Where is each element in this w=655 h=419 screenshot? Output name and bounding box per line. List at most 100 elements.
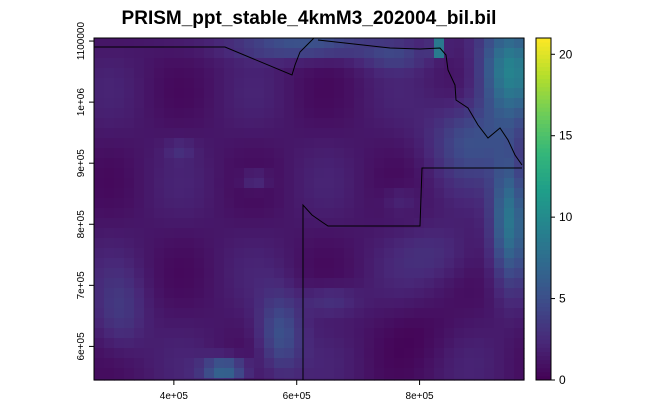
raster-cell bbox=[454, 278, 465, 289]
raster-cell bbox=[104, 378, 115, 381]
raster-cell bbox=[174, 78, 185, 89]
raster-cell bbox=[374, 308, 385, 319]
raster-cell bbox=[484, 218, 495, 229]
raster-cell bbox=[114, 138, 125, 149]
raster-cell bbox=[164, 158, 175, 169]
raster-cell bbox=[154, 188, 165, 199]
raster-cell bbox=[354, 208, 365, 219]
raster-cell bbox=[354, 228, 365, 239]
raster-cell bbox=[214, 358, 225, 369]
raster-cell bbox=[104, 358, 115, 369]
colorbar-segment bbox=[536, 103, 551, 108]
raster-cell bbox=[104, 328, 115, 339]
raster-cell bbox=[464, 318, 475, 329]
raster-cell bbox=[164, 278, 175, 289]
raster-cell bbox=[204, 268, 215, 279]
raster-cell bbox=[274, 368, 285, 379]
raster-cell bbox=[114, 198, 125, 209]
raster-cell bbox=[194, 268, 205, 279]
raster-cell bbox=[384, 328, 395, 339]
raster-cell bbox=[484, 378, 495, 381]
raster-cell bbox=[484, 38, 495, 49]
raster-cell bbox=[94, 108, 105, 119]
raster-cell bbox=[124, 238, 135, 249]
raster-cell bbox=[264, 378, 275, 381]
raster-cell bbox=[494, 128, 505, 139]
raster-cell bbox=[184, 178, 195, 189]
raster-cell bbox=[204, 48, 215, 59]
raster-cell bbox=[394, 88, 405, 99]
raster-cell bbox=[414, 128, 425, 139]
raster-cell bbox=[244, 278, 255, 289]
raster-cell bbox=[234, 358, 245, 369]
raster-cell bbox=[434, 378, 445, 381]
raster-cell bbox=[494, 268, 505, 279]
colorbar-segment bbox=[536, 204, 551, 210]
raster-cell bbox=[374, 188, 385, 199]
raster-cell bbox=[304, 278, 315, 289]
raster-cell bbox=[244, 338, 255, 349]
raster-cell bbox=[254, 338, 265, 349]
raster-cell bbox=[124, 148, 135, 159]
raster-cell bbox=[454, 318, 465, 329]
raster-cell bbox=[264, 188, 275, 199]
raster-cell bbox=[164, 228, 175, 239]
raster-cell bbox=[144, 158, 155, 169]
raster-cell bbox=[304, 98, 315, 109]
raster-cell bbox=[324, 358, 335, 369]
raster-cell bbox=[334, 318, 345, 329]
raster-cell bbox=[454, 228, 465, 239]
raster-cell bbox=[174, 208, 185, 219]
raster-cell bbox=[514, 258, 525, 269]
raster-cell bbox=[404, 148, 415, 159]
raster-cell bbox=[444, 248, 455, 259]
raster-cell bbox=[344, 268, 355, 279]
raster-cell bbox=[264, 308, 275, 319]
raster-cell bbox=[364, 128, 375, 139]
raster-cell bbox=[364, 278, 375, 289]
raster-cell bbox=[464, 38, 475, 49]
raster-cell bbox=[174, 68, 185, 79]
raster-cell bbox=[464, 198, 475, 209]
raster-cell bbox=[244, 88, 255, 99]
raster-cell bbox=[174, 248, 185, 259]
raster-cell bbox=[264, 38, 275, 49]
raster-cell bbox=[154, 258, 165, 269]
raster-cell bbox=[474, 38, 485, 49]
raster-cell bbox=[344, 238, 355, 249]
raster-cell bbox=[134, 68, 145, 79]
raster-cell bbox=[404, 68, 415, 79]
raster-cell bbox=[314, 158, 325, 169]
colorbar-segment bbox=[536, 152, 551, 157]
raster-cell bbox=[374, 268, 385, 279]
raster-cell bbox=[394, 288, 405, 299]
raster-cell bbox=[184, 68, 195, 79]
colorbar-tick-label: 10 bbox=[559, 210, 573, 224]
raster-cell bbox=[204, 228, 215, 239]
raster-cell bbox=[494, 138, 505, 149]
raster-cell bbox=[514, 338, 525, 349]
raster-cell bbox=[244, 268, 255, 279]
raster-cell bbox=[514, 298, 525, 309]
raster-cell bbox=[284, 128, 295, 139]
colorbar-segment bbox=[536, 66, 551, 72]
raster-cell bbox=[184, 158, 195, 169]
raster-cell bbox=[214, 378, 225, 381]
raster-cell bbox=[324, 228, 335, 239]
raster-cell bbox=[124, 368, 135, 379]
raster-cell bbox=[514, 268, 525, 279]
raster-cell bbox=[114, 188, 125, 199]
raster-cell bbox=[444, 108, 455, 119]
raster-cell bbox=[314, 58, 325, 69]
raster-cell bbox=[504, 228, 515, 239]
raster-cell bbox=[184, 108, 195, 119]
raster-cell bbox=[434, 38, 445, 49]
raster-cell bbox=[374, 278, 385, 289]
raster-cell bbox=[404, 298, 415, 309]
raster-cell bbox=[484, 78, 495, 89]
raster-cell bbox=[314, 98, 325, 109]
raster-cell bbox=[144, 128, 155, 139]
raster-cell bbox=[104, 118, 115, 129]
raster-cell bbox=[354, 198, 365, 209]
raster-cell bbox=[124, 208, 135, 219]
